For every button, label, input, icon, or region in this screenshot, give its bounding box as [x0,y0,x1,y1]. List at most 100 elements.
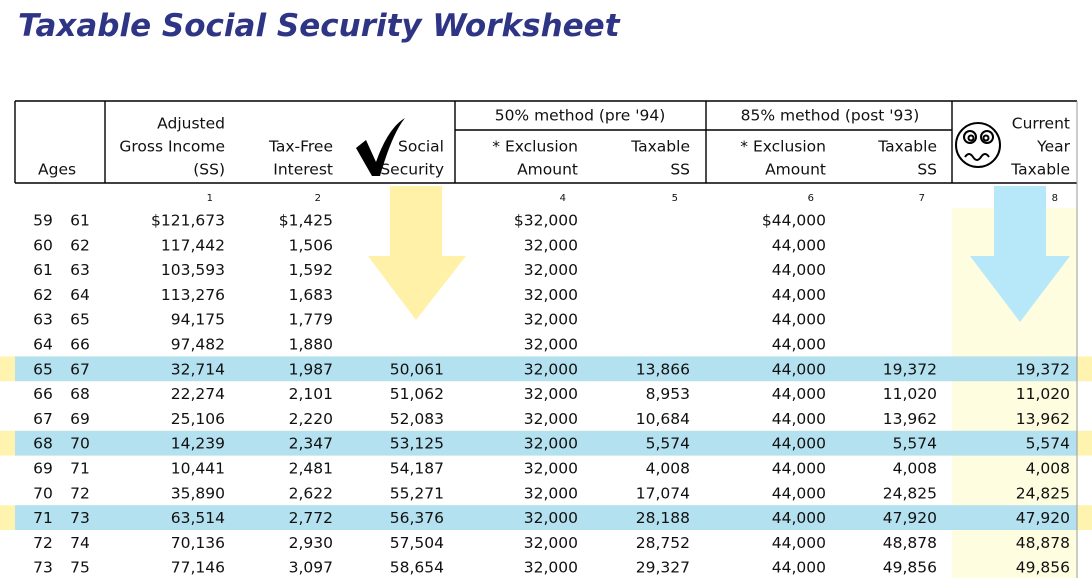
cell: 69 [70,410,90,428]
row-highlight [15,356,1077,382]
cell: 75 [70,559,90,577]
cell: 55,271 [390,484,444,502]
cell: 72 [70,484,90,502]
cell: 8,953 [646,385,690,403]
cell: 11,020 [883,385,937,403]
cell: 5,574 [1026,435,1070,453]
cell: $1,425 [279,212,333,230]
column-header: Security [380,161,444,179]
cell: 4,008 [893,460,937,478]
cell: 1,506 [289,236,333,254]
cell: 19,372 [1016,360,1070,378]
cell: 61 [33,261,53,279]
cell: 63 [70,261,90,279]
cell: 54,187 [390,460,444,478]
cell: 47,920 [883,509,937,527]
cell: 74 [70,534,90,552]
cell: 44,000 [772,336,826,354]
cell: 44,000 [772,534,826,552]
cell: 44,000 [772,311,826,329]
column-header: Ages [38,161,76,179]
cell: 3,097 [289,559,333,577]
checkmark [356,118,405,176]
cell: 71 [33,509,53,527]
worried-face [955,122,1001,168]
cell: 48,878 [1016,534,1070,552]
cell: 67 [33,410,53,428]
cell: 1,987 [289,360,333,378]
cell: 14,239 [171,435,225,453]
column-header: Taxable [877,138,937,156]
cell: 56,376 [390,509,444,527]
cell: 44,000 [772,261,826,279]
cell: 68 [33,435,53,453]
column-header: Year [1036,138,1070,156]
cell: 1,592 [289,261,333,279]
cell: 22,274 [171,385,225,403]
column-header: Gross Income [119,138,225,156]
cell: 11,020 [1016,385,1070,403]
cell: 44,000 [772,286,826,304]
cell: 61 [70,212,90,230]
cell: 49,856 [883,559,937,577]
cell: 5,574 [646,435,690,453]
cell: 32,000 [524,360,578,378]
cell: 44,000 [772,236,826,254]
cell: $44,000 [762,212,826,230]
cell: 63,514 [171,509,225,527]
column-header: Adjusted [157,115,225,133]
cell: 13,962 [1016,410,1070,428]
cell: 72 [33,534,53,552]
column-header: Taxable [630,138,690,156]
cell: 32,000 [524,385,578,403]
cell: 70 [33,484,53,502]
cell: 73 [33,559,53,577]
down-arrow-yellow [368,186,466,320]
cell: 10,441 [171,460,225,478]
cell: 58,654 [390,559,444,577]
cell: $32,000 [514,212,578,230]
cell: 67 [70,360,90,378]
cell: 77,146 [171,559,225,577]
cell: 32,000 [524,534,578,552]
cell: 66 [70,336,90,354]
cell: 24,825 [1016,484,1070,502]
cell: 32,714 [171,360,225,378]
cell: 65 [70,311,90,329]
cell: 4,008 [646,460,690,478]
cell: 2,930 [289,534,333,552]
cell: 97,482 [171,336,225,354]
cell: 53,125 [390,435,444,453]
row-highlight [15,430,1077,456]
cell: 62 [33,286,53,304]
cell: 44,000 [772,509,826,527]
cell: 51,062 [390,385,444,403]
cell: $121,673 [151,212,225,230]
column-header: Amount [765,161,826,179]
cell: 64 [33,336,53,354]
cell: 60 [33,236,53,254]
cell: 48,878 [883,534,937,552]
cell: 103,593 [161,261,225,279]
column-header: SS [917,161,937,179]
column-header: Tax-Free [268,138,333,156]
cell: 117,442 [161,236,225,254]
cell: 32,000 [524,460,578,478]
cell: 57,504 [390,534,444,552]
cell: 32,000 [524,559,578,577]
cell: 10,684 [636,410,690,428]
cell: 113,276 [161,286,225,304]
column-number: 1 [207,193,213,204]
cell: 28,188 [636,509,690,527]
cell: 70 [70,435,90,453]
cell: 32,000 [524,261,578,279]
down-arrow-blue [970,186,1070,322]
cell: 71 [70,460,90,478]
group-label: 50% method (pre '94) [495,107,666,125]
column-header: * Exclusion [740,138,826,156]
cell: 32,000 [524,509,578,527]
cell: 32,000 [524,410,578,428]
cell: 47,920 [1016,509,1070,527]
cell: 44,000 [772,435,826,453]
column-number: 5 [672,193,678,204]
